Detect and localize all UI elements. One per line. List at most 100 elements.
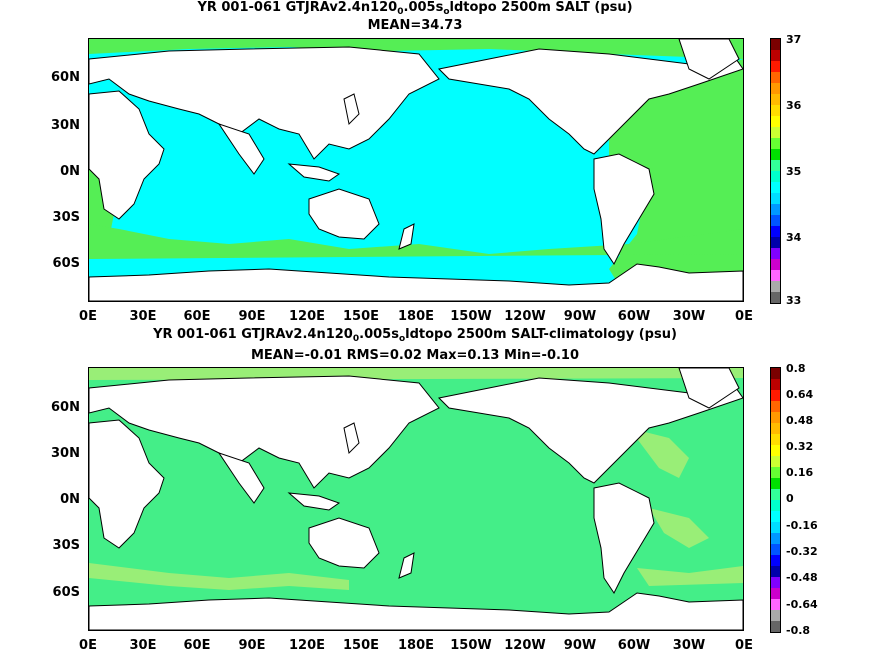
new-zealand <box>398 552 415 579</box>
africa <box>89 90 165 220</box>
panel2-lon-label: 150W <box>450 638 492 653</box>
panel2-colorbar-label: -0.32 <box>786 545 818 558</box>
colorbar-swatch <box>771 72 780 83</box>
colorbar-swatch <box>771 467 780 478</box>
light-patch <box>649 508 709 548</box>
panel1-lon-label: 90W <box>563 309 597 324</box>
panel1-colorbar-label: 33 <box>786 294 802 307</box>
colorbar-swatch <box>771 61 780 72</box>
colorbar-swatch <box>771 445 780 456</box>
panel2-colorbar-label: 0.32 <box>786 440 814 453</box>
panel1-title-suffix: ldtopo 2500m SALT (psu) <box>449 0 633 15</box>
panel1-lat-label: 30N <box>51 118 80 133</box>
colorbar-swatch <box>771 412 780 423</box>
panel2-lat-label: 60S <box>52 585 80 600</box>
south-america <box>593 482 655 594</box>
india <box>217 123 265 175</box>
colorbar-swatch <box>771 434 780 445</box>
colorbar-swatch <box>771 379 780 390</box>
panel2-lon-label: 120W <box>504 638 546 653</box>
colorbar-swatch <box>771 83 780 94</box>
panel2-lon-label: 180E <box>397 638 435 653</box>
panel2-lon-label: 30E <box>129 638 157 653</box>
colorbar-swatch <box>771 478 780 489</box>
light-patch <box>637 566 743 586</box>
south-america <box>593 153 655 265</box>
colorbar-swatch <box>771 149 780 160</box>
colorbar-swatch <box>771 621 780 632</box>
colorbar-swatch <box>771 193 780 204</box>
colorbar-swatch <box>771 105 780 116</box>
panel1-map-svg <box>89 39 743 301</box>
colorbar-swatch <box>771 215 780 226</box>
north-america <box>437 377 743 484</box>
colorbar-swatch <box>771 610 780 621</box>
southern-ocean <box>89 224 743 259</box>
panel2-colorbar-label: 0 <box>786 492 794 505</box>
panel2-lat-label: 30N <box>51 446 80 461</box>
greenland <box>678 39 740 80</box>
panel2-title-suffix: ldtopo 2500m SALT-climatology (psu) <box>405 327 677 342</box>
panel2-colorbar-label: 0.48 <box>786 414 814 427</box>
panel2-lon-label: 90W <box>563 638 597 653</box>
colorbar-swatch <box>771 390 780 401</box>
panel1-lon-label: 150W <box>450 309 492 324</box>
panel1-subtitle: MEAN=34.73 <box>367 18 463 33</box>
colorbar-swatch <box>771 116 780 127</box>
colorbar-swatch <box>771 522 780 533</box>
panel2-title-mid: .005s <box>359 327 399 342</box>
panel1-title-subscript2: o <box>443 7 450 17</box>
panel1-lon-label: 60W <box>617 309 651 324</box>
colorbar-swatch <box>771 368 780 379</box>
eurasia <box>89 375 440 489</box>
panel2-colorbar-label: -0.64 <box>786 598 818 611</box>
panel1-colorbar-label: 35 <box>786 165 802 178</box>
india <box>217 452 265 504</box>
panel2-lat-label: 60N <box>51 400 80 415</box>
panel2-subtitle: MEAN=-0.01 RMS=0.02 Max=0.13 Min=-0.10 <box>250 348 580 363</box>
panel1-lon-label: 60E <box>183 309 211 324</box>
panel2-lon-label: 0E <box>735 638 753 653</box>
colorbar-swatch <box>771 226 780 237</box>
panel1-colorbar-label: 37 <box>786 33 802 46</box>
colorbar-swatch <box>771 127 780 138</box>
indonesia <box>287 163 341 182</box>
greenland <box>678 368 740 409</box>
panel2-lon-label: 150E <box>342 638 380 653</box>
panel1-lon-label: 120W <box>504 309 546 324</box>
panel1-lon-label: 30W <box>672 309 706 324</box>
colorbar-swatch <box>771 182 780 193</box>
colorbar-swatch <box>771 456 780 467</box>
colorbar-swatch <box>771 500 780 511</box>
colorbar-swatch <box>771 160 780 171</box>
africa <box>89 419 165 549</box>
new-zealand <box>398 223 415 250</box>
panel1-map <box>88 38 744 302</box>
colorbar-swatch <box>771 423 780 434</box>
panel2-lat-label: 0N <box>60 492 80 507</box>
colorbar-swatch <box>771 248 780 259</box>
panel1-lon-label: 180E <box>397 309 435 324</box>
panel2-lat-label: 30S <box>52 538 80 553</box>
panel2-colorbar <box>770 367 781 633</box>
panel1-title-subscript: 0 <box>397 7 404 17</box>
panel1-lon-label: 150E <box>342 309 380 324</box>
colorbar-swatch <box>771 50 780 61</box>
colorbar-swatch <box>771 489 780 500</box>
panel2-colorbar-label: 0.16 <box>786 466 814 479</box>
panel1-lat-label: 30S <box>52 210 80 225</box>
colorbar-swatch <box>771 39 780 50</box>
arctic-ocean <box>89 39 743 59</box>
colorbar-swatch <box>771 270 780 281</box>
colorbar-swatch <box>771 533 780 544</box>
panel1-lon-label: 90E <box>238 309 266 324</box>
panel1-lat-label: 60S <box>52 256 80 271</box>
panel2-map <box>88 367 744 631</box>
panel1-title-prefix: YR 001-061 GTJRAv2.4n120 <box>197 0 398 15</box>
panel2-map-svg <box>89 368 743 630</box>
panel1-title-mid: .005s <box>403 0 444 15</box>
panel1-lat-label: 0N <box>60 164 80 179</box>
panel1-lat-label: 60N <box>51 70 80 85</box>
north-america <box>437 48 743 155</box>
panel1-colorbar-label: 34 <box>786 231 802 244</box>
